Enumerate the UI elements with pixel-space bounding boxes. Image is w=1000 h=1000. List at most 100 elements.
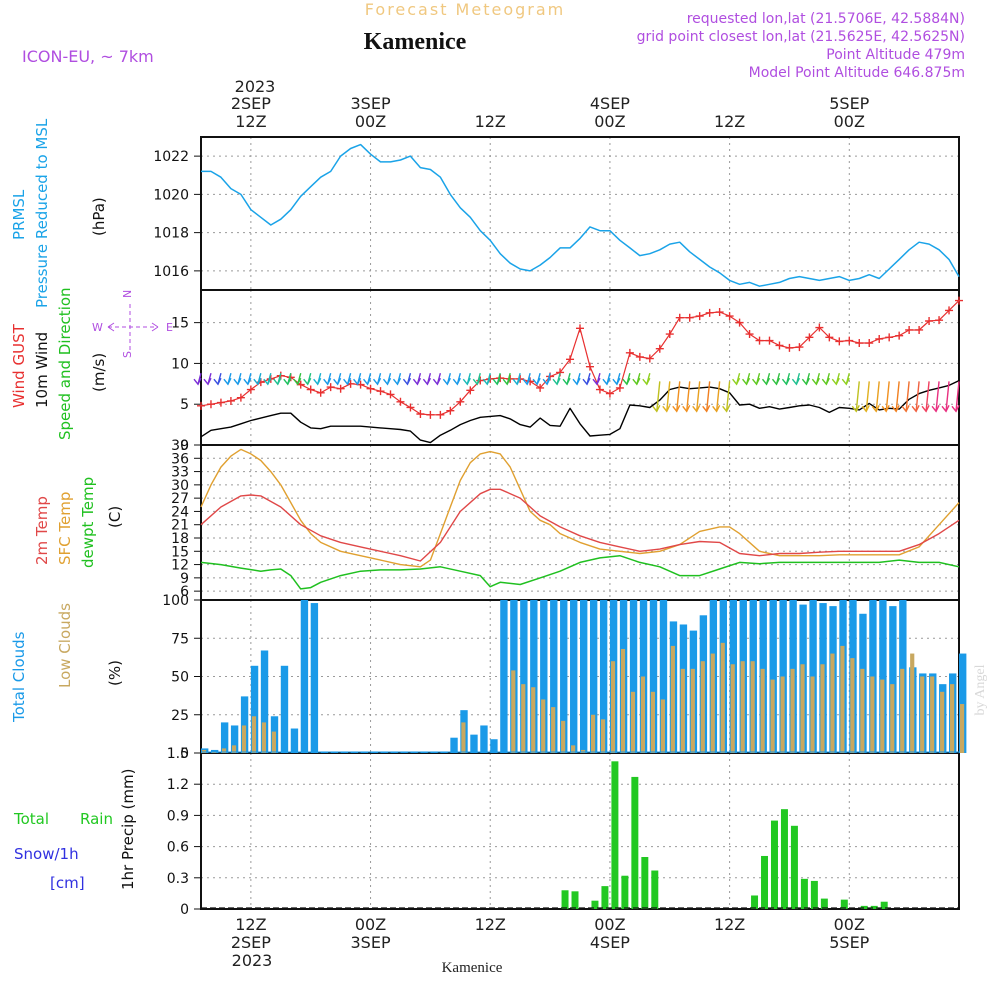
wind-direction-arrow (921, 381, 930, 413)
total-cloud-bar (500, 600, 508, 753)
wind-arrow-head (682, 405, 691, 413)
low-cloud-bar (710, 653, 715, 753)
dewpoint-line (200, 554, 960, 590)
y-tick-label: 30 (171, 478, 189, 494)
total-cloud-bar (300, 600, 309, 753)
gust-marker (945, 306, 954, 315)
y-tick-label: 0.3 (167, 871, 189, 887)
total-cloud-bar (280, 665, 289, 753)
total-cloud-bar (250, 665, 259, 753)
y-tick-label: 1.5 (167, 746, 189, 762)
wind-arrow-head (303, 377, 312, 386)
wind-direction-arrow (422, 373, 432, 386)
wind-arrow-head (432, 377, 441, 386)
temp-2m-label: 2m Temp (33, 496, 51, 565)
gust-marker (865, 339, 874, 348)
wind-arrow-head (662, 405, 671, 413)
wind-arrow-head (532, 377, 541, 386)
model-altitude: Model Point Altitude 646.875m (749, 65, 965, 81)
total-clouds-label: Total Clouds (10, 631, 28, 723)
y-tick-label: 1020 (153, 187, 189, 203)
wind-direction-arrow (532, 373, 541, 386)
low-cloud-bar (900, 668, 905, 753)
precip-bar (820, 898, 828, 909)
total-cloud-bar (629, 600, 638, 753)
wind-arrow-head (652, 405, 661, 413)
gust-marker (765, 336, 774, 345)
wind-direction-arrow (911, 381, 920, 413)
wind-arrow-head (612, 377, 621, 386)
gust-marker (466, 386, 475, 395)
total-cloud-bar (470, 734, 478, 753)
temp-panel-labels: 2m Temp SFC Temp dewpt Temp (C) (33, 477, 124, 568)
low-cloud-bar (940, 691, 945, 753)
gust-marker (216, 398, 225, 407)
gust-marker (775, 341, 784, 350)
wind-direction-arrow (722, 381, 731, 413)
wind-arrow-head (263, 377, 272, 386)
wind-direction-arrow (552, 373, 561, 386)
wind-gust-line (200, 300, 960, 416)
gust-marker (745, 330, 754, 339)
wind-direction-arrow (492, 373, 501, 386)
low-cloud-bar (241, 725, 247, 753)
low-cloud-bar (920, 676, 925, 753)
precip-bar (800, 878, 808, 909)
gust-marker (197, 401, 205, 410)
wind-direction-arrow (712, 381, 721, 413)
precip-bar (810, 880, 818, 909)
gust-marker (735, 318, 744, 327)
compass-w: W (92, 321, 103, 334)
wind-direction-arrow (811, 373, 821, 386)
wind-arrow-head (482, 377, 491, 386)
top-date-label: 5SEP (829, 94, 869, 113)
low-cloud-bar (561, 720, 566, 753)
gust-marker (206, 400, 215, 409)
top-time-label: 00Z (594, 112, 625, 131)
rain-label: Rain (80, 810, 113, 828)
wind-arrow-head (283, 377, 292, 386)
wind-arrow-shaft (955, 381, 960, 412)
bottom-date-label: 2SEP (231, 933, 271, 952)
precip-bar (780, 809, 788, 909)
precip-bar (601, 886, 609, 909)
wind-panel-labels: Wind GUST 10m Wind Speed and Direction (… (10, 287, 108, 440)
total-cloud-bar (480, 725, 488, 753)
wind-arrow-head (901, 405, 910, 413)
wind-direction-arrow (891, 381, 900, 413)
wind-direction-arrow (382, 373, 392, 386)
temp-2m-line (200, 488, 960, 562)
wind-arrow-head (502, 377, 511, 386)
wind-arrow-head (422, 377, 432, 386)
gust-marker (905, 325, 914, 334)
gust-marker (226, 396, 235, 405)
gust-marker (625, 348, 634, 357)
wind-direction-arrow (612, 373, 621, 386)
gust-marker (935, 316, 944, 325)
y-tick-label: 1018 (153, 226, 189, 242)
gust-marker (715, 308, 724, 317)
wind-arrow-head (343, 377, 352, 386)
wind-arrow-head (542, 377, 551, 386)
model-label: ICON-EU, ~ 7km (22, 47, 154, 66)
wind-direction-arrow (482, 373, 491, 386)
panel-frame (200, 444, 960, 601)
y-tick-label: 50 (171, 670, 189, 686)
wind-arrow-head (791, 377, 801, 386)
pressure-unit: (hPa) (90, 197, 108, 236)
wind-arrow-head (223, 377, 232, 386)
gust-marker (925, 317, 934, 325)
wind-direction-arrow (821, 373, 831, 386)
wind-arrow-head (632, 377, 641, 386)
wind-direction-arrow (941, 381, 950, 413)
y-tick-label: 1016 (153, 264, 189, 280)
wind-arrow-head (452, 377, 461, 386)
total-cloud-bar (290, 728, 299, 753)
product-title: Forecast Meteogram (365, 0, 565, 19)
wind-direction-arrow (263, 373, 272, 386)
wind-direction-arrow (273, 373, 282, 386)
wind-direction-arrow (363, 373, 372, 386)
y-tick-label: 15 (171, 544, 189, 560)
